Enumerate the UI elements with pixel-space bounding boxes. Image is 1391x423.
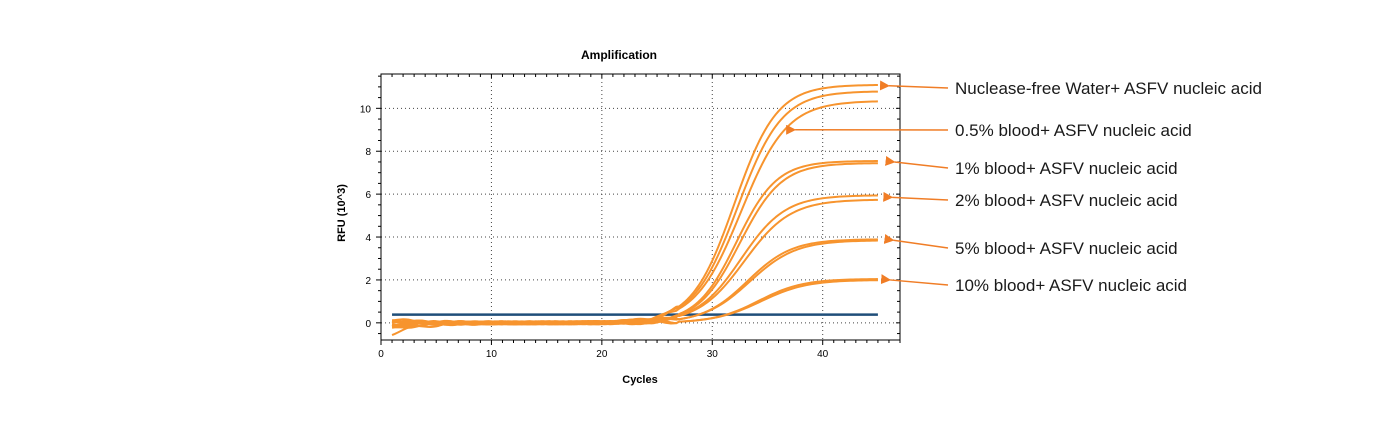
annotation-label: 10% blood+ ASFV nucleic acid — [955, 276, 1187, 295]
amplification-curve — [392, 241, 878, 325]
y-tick-label: 6 — [365, 190, 371, 201]
annotation-arrow — [895, 162, 948, 168]
amplification-curve — [392, 85, 878, 328]
x-tick-label: 20 — [596, 349, 608, 360]
x-tick-label: 30 — [707, 349, 719, 360]
annotation-label: 2% blood+ ASFV nucleic acid — [955, 191, 1178, 210]
axis-layer: 0 10 20 30 40 0 2 4 6 8 10 — [360, 74, 900, 360]
x-tick-label: 0 — [378, 349, 384, 360]
annotation-label: 1% blood+ ASFV nucleic acid — [955, 159, 1178, 178]
grid-layer — [381, 74, 900, 340]
amplification-curve — [392, 163, 878, 324]
x-tick-label: 40 — [817, 349, 829, 360]
x-axis-label: Cycles — [622, 374, 657, 386]
annotation-arrow — [893, 240, 948, 248]
amplification-curve — [392, 280, 878, 324]
y-tick-label: 2 — [365, 276, 371, 287]
y-axis-label: RFU (10^3) — [336, 184, 348, 242]
amplification-curve — [392, 101, 878, 324]
y-tick-label: 0 — [365, 319, 371, 330]
annotation-arrow — [890, 280, 948, 285]
annotation-label: 0.5% blood+ ASFV nucleic acid — [955, 121, 1192, 140]
y-tick-label: 10 — [360, 104, 372, 115]
annotation-arrow — [892, 197, 948, 200]
annotation-label: Nuclease-free Water+ ASFV nucleic acid — [955, 79, 1262, 98]
series-layer — [392, 85, 878, 335]
x-tick-label: 10 — [486, 349, 498, 360]
y-tick-label: 8 — [365, 147, 371, 158]
annotation-label: 5% blood+ ASFV nucleic acid — [955, 239, 1178, 258]
amplification-curve — [392, 195, 878, 326]
plot-frame — [381, 74, 900, 340]
amplification-curve — [392, 200, 878, 324]
y-tick-label: 4 — [365, 233, 371, 244]
annotation-layer: Nuclease-free Water+ ASFV nucleic acid 0.… — [795, 79, 1262, 295]
chart-title: Amplification — [581, 48, 657, 62]
